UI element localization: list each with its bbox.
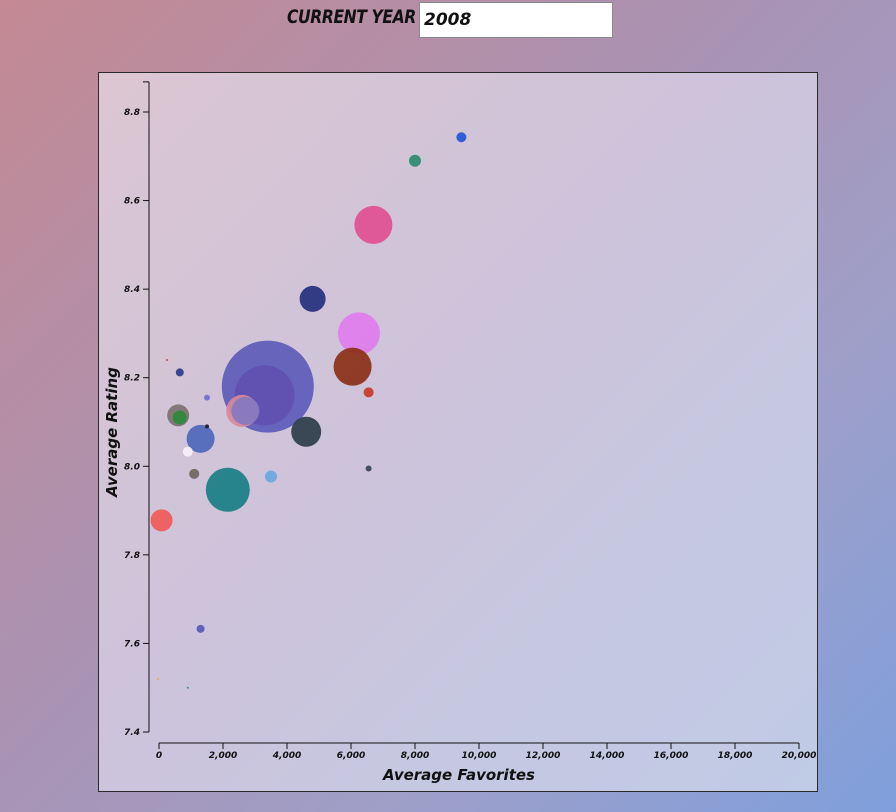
x-tick: 14,000: [590, 743, 625, 761]
x-axis-title: Average Favorites: [382, 766, 535, 784]
y-tick-label: 8.6: [124, 197, 140, 207]
x-tick: 0: [156, 743, 162, 761]
data-point[interactable]: [186, 686, 189, 689]
data-point[interactable]: [354, 205, 393, 244]
x-tick: 12,000: [526, 743, 561, 761]
x-tick: 6,000: [337, 743, 365, 761]
x-tick: 10,000: [462, 743, 497, 761]
data-point[interactable]: [333, 347, 372, 386]
y-tick-label: 8.8: [124, 108, 140, 118]
data-point[interactable]: [231, 396, 260, 425]
y-tick: 8.0: [124, 462, 149, 472]
y-axis: 7.4 7.6 7.8 8.0 8.2 8.4 8.6 8.8: [124, 81, 150, 738]
x-tick-label: 2,000: [209, 751, 237, 761]
x-tick-label: 6,000: [337, 751, 365, 761]
y-tick: 8.2: [124, 374, 149, 384]
y-tick: 7.8: [124, 551, 149, 561]
data-point[interactable]: [157, 677, 160, 680]
x-tick-label: 10,000: [462, 751, 497, 761]
data-point[interactable]: [409, 154, 421, 167]
data-point[interactable]: [365, 465, 372, 472]
current-year-label: Current Year: [287, 6, 416, 28]
x-tick: 8,000: [401, 743, 429, 761]
y-tick: 8.6: [124, 197, 149, 207]
data-point[interactable]: [172, 410, 187, 425]
y-tick-label: 8.0: [124, 462, 140, 472]
x-tick: 20,000: [782, 743, 817, 761]
data-point[interactable]: [299, 285, 326, 312]
year-input[interactable]: [419, 2, 613, 38]
data-point[interactable]: [189, 468, 200, 479]
x-tick-label: 16,000: [654, 751, 689, 761]
x-tick-label: 20,000: [782, 751, 817, 761]
data-point[interactable]: [291, 416, 322, 447]
data-point[interactable]: [196, 624, 205, 633]
y-axis-title: Average Rating: [103, 367, 121, 498]
data-point[interactable]: [456, 132, 467, 143]
y-tick: 8.4: [124, 285, 149, 295]
y-tick: 8.8: [124, 108, 149, 118]
data-point[interactable]: [182, 446, 193, 457]
data-point[interactable]: [186, 424, 215, 453]
y-tick: 7.6: [124, 639, 149, 649]
y-tick: 7.4: [124, 728, 149, 738]
data-point[interactable]: [204, 394, 210, 401]
x-tick-label: 8,000: [401, 751, 429, 761]
x-tick-label: 12,000: [526, 751, 561, 761]
x-tick-label: 4,000: [272, 751, 301, 761]
y-tick-label: 7.6: [124, 639, 140, 649]
data-point[interactable]: [205, 424, 209, 429]
x-tick: 18,000: [718, 743, 753, 761]
data-point[interactable]: [338, 312, 380, 355]
x-tick: 4,000: [272, 743, 301, 761]
data-point[interactable]: [175, 368, 184, 377]
data-point[interactable]: [363, 387, 374, 398]
y-tick-label: 8.4: [124, 285, 140, 295]
x-tick: 2,000: [209, 743, 237, 761]
points-layer: [150, 132, 467, 689]
y-tick-label: 8.2: [124, 374, 140, 384]
data-point[interactable]: [150, 509, 173, 532]
data-point[interactable]: [166, 359, 168, 361]
x-tick-label: 0: [156, 751, 162, 761]
y-tick-label: 7.8: [124, 551, 140, 561]
y-tick-label: 7.4: [124, 728, 140, 738]
data-point[interactable]: [205, 467, 250, 512]
x-tick: 16,000: [654, 743, 689, 761]
x-tick-label: 18,000: [718, 751, 753, 761]
chart-panel: [98, 72, 818, 792]
x-tick-label: 14,000: [590, 751, 625, 761]
data-point[interactable]: [265, 470, 277, 483]
x-axis: 0 2,000 4,000 6,000 8,000 10,000 12,000 14,000 1…: [156, 742, 817, 761]
